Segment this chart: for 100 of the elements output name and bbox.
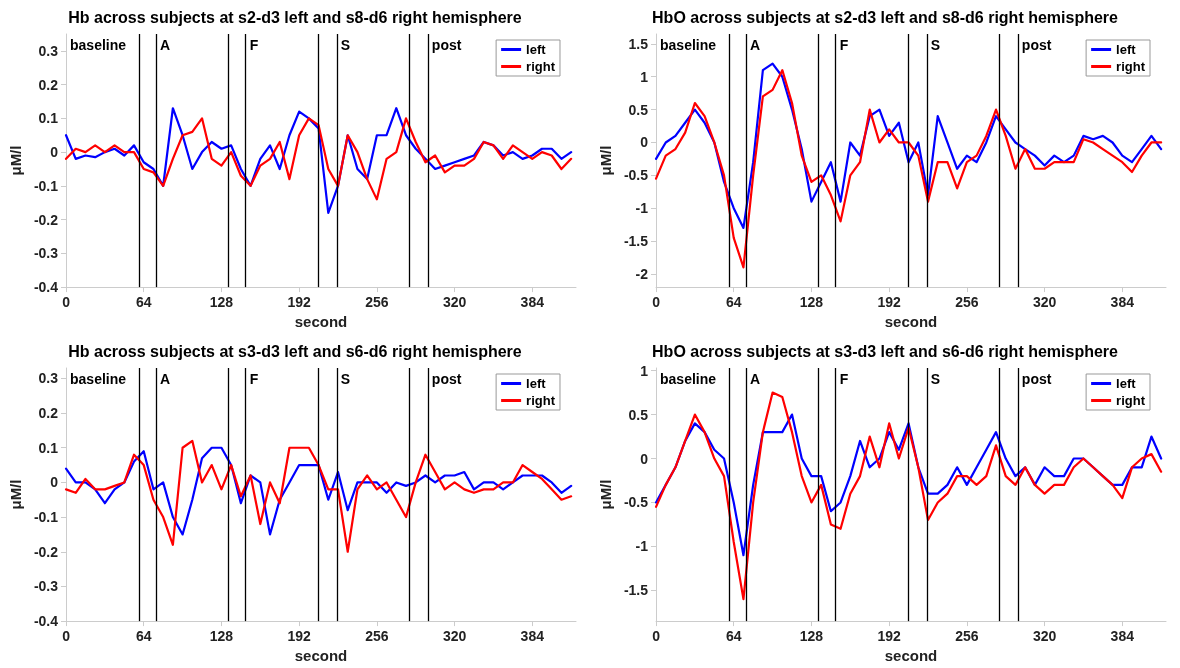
y-tick-label: -0.2 — [33, 543, 59, 560]
x-tick-label: 128 — [209, 294, 234, 311]
ref-line-label: S — [930, 371, 941, 387]
line-series — [64, 439, 573, 553]
annotation: baseline — [660, 37, 717, 53]
x-tick-label: 0 — [652, 628, 661, 645]
line-series — [654, 62, 1163, 230]
y-tick-label: 0.3 — [38, 370, 59, 387]
y-tick-label: 0 — [50, 144, 59, 161]
x-tick-label: 384 — [1110, 628, 1135, 645]
x-axis-title: second — [294, 647, 348, 664]
x-tick-label: 192 — [287, 294, 312, 311]
ref-line-label: A — [159, 37, 170, 53]
y-tick-label: -0.1 — [33, 177, 59, 194]
x-tick-label: 128 — [209, 628, 234, 645]
x-tick-label: 320 — [1032, 628, 1057, 645]
line-series — [654, 391, 1163, 601]
ref-line-label: A — [749, 371, 760, 387]
y-tick-label: 0.2 — [38, 405, 59, 422]
y-tick-label: -0.3 — [33, 245, 59, 262]
y-tick-label: 0.5 — [628, 101, 649, 118]
y-tick-label: 0 — [50, 474, 59, 491]
ref-line-label: S — [930, 37, 941, 53]
ref-line-label: F — [249, 37, 259, 53]
y-tick-label: 1.5 — [628, 35, 649, 52]
y-tick-label: 1 — [640, 362, 649, 379]
ref-line-label: post — [431, 37, 462, 53]
y-tick-label: 0.3 — [38, 42, 59, 59]
y-tick-label: 1 — [640, 68, 649, 85]
ref-line-label: S — [340, 371, 351, 387]
x-tick-label: 192 — [287, 628, 312, 645]
ref-line-label: post — [1021, 37, 1052, 53]
y-tick-label: -0.4 — [33, 613, 59, 630]
x-tick-label: 64 — [725, 628, 742, 645]
y-tick-label: -0.5 — [623, 494, 649, 511]
ref-line-label: A — [159, 371, 170, 387]
y-axis-title: μM/l — [597, 145, 614, 176]
chart-title: Hb across subjects at s3-d3 left and s6-d6 right hemisphere — [68, 342, 522, 360]
x-tick-label: 192 — [877, 294, 902, 311]
ref-line-label: A — [749, 37, 760, 53]
ref-line-label: post — [1021, 371, 1052, 387]
x-tick-label: 256 — [365, 294, 389, 311]
y-tick-label: -0.4 — [33, 279, 59, 296]
legend-label: right — [526, 393, 556, 408]
y-tick-label: -1 — [635, 538, 649, 555]
x-tick-label: 384 — [520, 628, 545, 645]
x-axis-title: second — [884, 647, 938, 664]
y-tick-label: 0.1 — [38, 110, 59, 127]
ref-line-label: post — [431, 371, 462, 387]
x-tick-label: 320 — [442, 628, 467, 645]
line-series — [64, 107, 573, 214]
x-tick-label: 256 — [955, 294, 979, 311]
y-tick-label: 0.2 — [38, 76, 59, 93]
y-tick-label: -0.1 — [33, 509, 59, 526]
legend-label: left — [526, 42, 547, 57]
x-tick-label: 0 — [62, 294, 71, 311]
x-tick-label: 320 — [1032, 294, 1057, 311]
ref-line-label: F — [249, 371, 259, 387]
legend-label: left — [526, 376, 547, 391]
ref-line-label: F — [839, 37, 849, 53]
chart-title: HbO across subjects at s2-d3 left and s8-d6 right hemisphere — [652, 8, 1119, 26]
y-tick-label: 0.5 — [628, 406, 649, 423]
y-tick-label: -2 — [635, 265, 649, 282]
y-axis-title: μM/l — [7, 145, 24, 176]
x-tick-label: 320 — [442, 294, 467, 311]
ref-line-label: S — [340, 37, 351, 53]
x-axis-title: second — [294, 313, 348, 330]
legend-label: right — [1116, 59, 1146, 74]
x-tick-label: 192 — [877, 628, 902, 645]
x-tick-label: 64 — [135, 294, 152, 311]
ref-line-label: F — [839, 371, 849, 387]
y-axis-title: μM/l — [7, 479, 24, 510]
y-tick-label: -1.5 — [623, 582, 649, 599]
y-tick-label: 0.1 — [38, 439, 59, 456]
annotation: baseline — [660, 371, 717, 387]
y-tick-label: 0 — [640, 450, 649, 467]
chart-title: Hb across subjects at s2-d3 left and s8-d6 right hemisphere — [68, 8, 522, 26]
chart-title: HbO across subjects at s3-d3 left and s6-d6 right hemisphere — [652, 342, 1119, 360]
y-tick-label: 0 — [640, 134, 649, 151]
y-tick-label: -0.3 — [33, 578, 59, 595]
annotation: baseline — [70, 37, 127, 53]
line-series — [654, 413, 1163, 557]
x-tick-label: 0 — [62, 628, 71, 645]
annotation: baseline — [70, 371, 127, 387]
x-tick-label: 64 — [135, 628, 152, 645]
x-tick-label: 128 — [799, 294, 824, 311]
x-tick-label: 256 — [365, 628, 389, 645]
line-series — [64, 117, 573, 201]
y-tick-label: -0.2 — [33, 211, 59, 228]
legend-label: left — [1116, 376, 1137, 391]
line-series — [64, 446, 573, 536]
x-axis-title: second — [884, 313, 938, 330]
y-axis-title: μM/l — [597, 479, 614, 510]
x-tick-label: 64 — [725, 294, 742, 311]
y-tick-label: -0.5 — [623, 167, 649, 184]
x-tick-label: 384 — [520, 294, 545, 311]
legend-label: left — [1116, 42, 1137, 57]
legend-label: right — [1116, 393, 1146, 408]
x-tick-label: 256 — [955, 628, 979, 645]
legend-label: right — [526, 59, 556, 74]
